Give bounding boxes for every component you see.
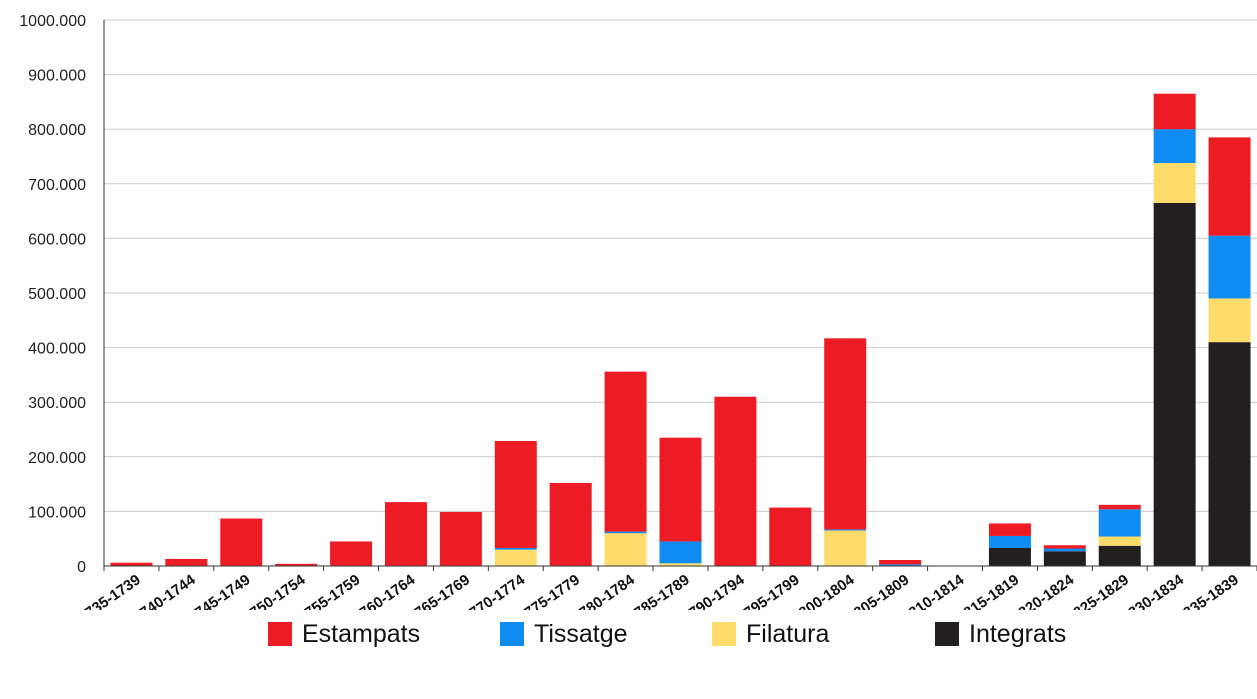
bar-estampats-1800-1804 — [824, 338, 867, 530]
bar-filatura-1800-1804 — [824, 530, 867, 566]
x-tick-label: 1810-1814 — [899, 571, 968, 610]
y-tick-label: 400.000 — [28, 341, 86, 358]
x-tick-label: 1795-1799 — [734, 571, 803, 610]
bar-estampats-1780-1784 — [604, 371, 647, 532]
bar-estampats-1790-1794 — [714, 396, 757, 566]
x-tick-label: 1765-1769 — [405, 571, 474, 610]
bar-tissatge-1835-1839 — [1208, 235, 1251, 299]
legend-swatch-estampats — [268, 622, 292, 646]
x-tick-label: 1755-1759 — [295, 571, 364, 610]
y-tick-label: 1000.000 — [19, 13, 86, 30]
bar-estampats-1750-1754 — [275, 563, 318, 566]
bar-filatura-1785-1789 — [659, 563, 702, 566]
bar-estampats-1745-1749 — [220, 518, 263, 566]
y-tick-label: 900.000 — [28, 68, 86, 85]
x-tick-label: 1805-1809 — [844, 571, 913, 610]
legend-item-tissatge: Tissatge — [500, 614, 628, 654]
bar-estampats-1815-1819 — [988, 523, 1031, 536]
x-tick-label: 1800-1804 — [789, 571, 858, 610]
legend-swatch-tissatge — [500, 622, 524, 646]
bar-estampats-1735-1739 — [110, 562, 153, 566]
legend-item-filatura: Filatura — [712, 614, 829, 654]
y-tick-label: 200.000 — [28, 450, 86, 467]
legend-label-estampats: Estampats — [302, 619, 421, 648]
bars-group — [110, 93, 1251, 566]
x-tick-label: 1790-1794 — [679, 571, 748, 610]
legend-label-tissatge: Tissatge — [534, 619, 628, 648]
stacked-bar-chart: 0 100.000 200.000 300.000 400.000 500.000 600.… — [19, 13, 1257, 610]
bar-estampats-1775-1779 — [549, 483, 592, 566]
bar-estampats-1795-1799 — [769, 507, 812, 566]
x-tick-label: 1735-1739 — [75, 571, 144, 610]
bar-tissatge-1780-1784 — [604, 531, 647, 534]
legend-swatch-integrats — [935, 622, 959, 646]
y-tick-label: 700.000 — [28, 177, 86, 194]
bar-estampats-1760-1764 — [384, 502, 427, 566]
bar-estampats-1755-1759 — [330, 541, 373, 566]
legend-item-integrats: Integrats — [935, 614, 1066, 654]
bar-estampats-1820-1824 — [1043, 545, 1086, 549]
y-tick-label: 800.000 — [28, 122, 86, 139]
x-tick-label: 1775-1779 — [514, 571, 583, 610]
bar-estampats-1825-1829 — [1098, 504, 1141, 510]
y-tick-label: 300.000 — [28, 395, 86, 412]
x-tick-label: 1770-1774 — [460, 571, 529, 610]
gridlines — [104, 19, 1257, 512]
bar-integrats-1830-1834 — [1153, 202, 1196, 566]
bar-tissatge-1785-1789 — [659, 541, 702, 564]
x-tick-label: 1760-1764 — [350, 571, 419, 610]
bar-filatura-1780-1784 — [604, 533, 647, 566]
y-tick-label: 0 — [77, 559, 86, 576]
bar-integrats-1825-1829 — [1098, 545, 1141, 566]
bar-integrats-1820-1824 — [1043, 551, 1086, 566]
bar-estampats-1770-1774 — [494, 440, 537, 548]
x-tick-label: 1835-1839 — [1173, 571, 1242, 610]
x-tick-label: 1785-1789 — [624, 571, 693, 610]
bar-estampats-1830-1834 — [1153, 93, 1196, 130]
bar-tissatge-1800-1804 — [824, 529, 867, 531]
bar-estampats-1805-1809 — [879, 559, 922, 565]
legend-label-filatura: Filatura — [746, 619, 830, 648]
bar-integrats-1835-1839 — [1208, 342, 1251, 566]
bar-filatura-1830-1834 — [1153, 163, 1196, 203]
x-tick-label: 1825-1829 — [1064, 571, 1133, 610]
bar-integrats-1815-1819 — [988, 547, 1031, 566]
bar-tissatge-1815-1819 — [988, 535, 1031, 548]
legend: Estampats Tissatge Filatura Integrats — [0, 614, 1257, 654]
legend-swatch-filatura — [712, 622, 736, 646]
bar-tissatge-1820-1824 — [1043, 548, 1086, 552]
bar-tissatge-1770-1774 — [494, 547, 537, 550]
y-tick-label: 600.000 — [28, 231, 86, 248]
x-axis: 1735-17391740-17441745-17491750-17541755… — [75, 565, 1257, 610]
bar-tissatge-1830-1834 — [1153, 129, 1196, 164]
x-tick-label: 1830-1834 — [1118, 571, 1187, 610]
x-tick-label: 1780-1784 — [569, 571, 638, 610]
y-axis: 0 100.000 200.000 300.000 400.000 500.000 600.… — [19, 13, 105, 576]
bar-estampats-1835-1839 — [1208, 137, 1251, 236]
y-tick-label: 500.000 — [28, 286, 86, 303]
bar-filatura-1825-1829 — [1098, 536, 1141, 546]
x-tick-label: 1750-1754 — [240, 571, 309, 610]
bar-estampats-1765-1769 — [439, 511, 482, 566]
bar-tissatge-1825-1829 — [1098, 509, 1141, 537]
bar-estampats-1740-1744 — [165, 558, 208, 566]
bar-tissatge-1805-1809 — [879, 564, 922, 566]
y-tick-label: 100.000 — [28, 504, 86, 521]
bar-filatura-1835-1839 — [1208, 298, 1251, 343]
x-tick-label: 1740-1744 — [130, 571, 199, 610]
x-tick-label: 1745-1749 — [185, 571, 254, 610]
x-tick-label: 1820-1824 — [1009, 571, 1078, 610]
x-tick-label: 1815-1819 — [954, 571, 1023, 610]
bar-estampats-1785-1789 — [659, 437, 702, 542]
legend-item-estampats: Estampats — [268, 614, 420, 654]
legend-label-integrats: Integrats — [969, 619, 1067, 648]
bar-filatura-1770-1774 — [494, 549, 537, 566]
